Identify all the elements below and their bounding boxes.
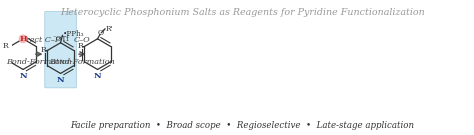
Text: R: R	[41, 46, 46, 54]
Text: H: H	[19, 35, 27, 43]
Text: Heterocyclic Phosphonium Salts as Reagents for Pyridine Functionalization: Heterocyclic Phosphonium Salts as Reagen…	[60, 8, 425, 17]
Text: N: N	[57, 76, 64, 84]
Text: Bond-Formation: Bond-Formation	[6, 58, 72, 66]
Text: R: R	[3, 43, 9, 50]
Text: Bond-Formation: Bond-Formation	[50, 58, 115, 66]
Text: R': R'	[105, 25, 113, 33]
Text: Direct C–P: Direct C–P	[18, 36, 61, 44]
Text: ⁻OTf: ⁻OTf	[52, 35, 69, 43]
Text: Facile preparation  •  Broad scope  •  Regioselective  •  Late-stage application: Facile preparation • Broad scope • Regio…	[71, 121, 415, 130]
Text: •PPh₃: •PPh₃	[63, 30, 84, 38]
Circle shape	[19, 35, 27, 43]
Text: R: R	[78, 43, 83, 50]
Text: C–O: C–O	[74, 36, 91, 44]
Text: N: N	[94, 72, 101, 80]
Text: N: N	[19, 72, 27, 80]
FancyBboxPatch shape	[45, 12, 76, 88]
Text: O: O	[98, 29, 104, 37]
